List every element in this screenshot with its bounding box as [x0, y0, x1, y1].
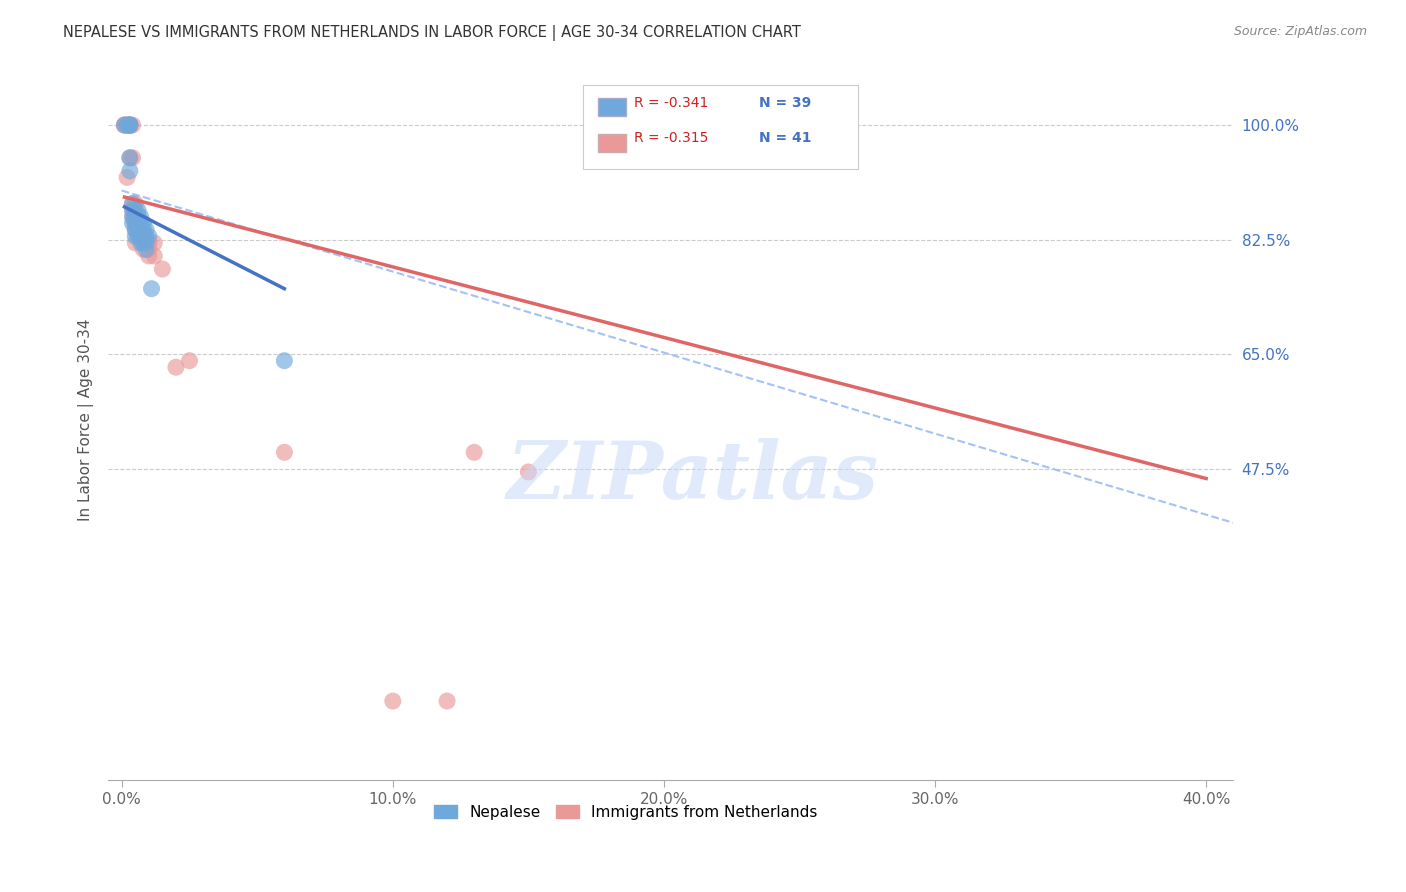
Point [138, 249, 160, 263]
Point [121, 118, 143, 132]
Point [115, 118, 138, 132]
Point [112, 118, 135, 132]
Point [121, 210, 143, 224]
Point [124, 203, 146, 218]
Point [127, 216, 149, 230]
Point [135, 223, 157, 237]
Text: Source: ZipAtlas.com: Source: ZipAtlas.com [1233, 25, 1367, 38]
Text: NEPALESE VS IMMIGRANTS FROM NETHERLANDS IN LABOR FORCE | AGE 30-34 CORRELATION C: NEPALESE VS IMMIGRANTS FROM NETHERLANDS … [63, 25, 801, 41]
Point [124, 210, 146, 224]
Point [112, 118, 135, 132]
Point [132, 223, 155, 237]
Point [124, 210, 146, 224]
Point [436, 694, 458, 708]
Point [127, 223, 149, 237]
Point [141, 282, 163, 296]
Point [112, 118, 135, 132]
Point [118, 118, 141, 132]
Point [138, 229, 160, 244]
Text: ZIPatlas: ZIPatlas [508, 439, 879, 516]
Point [129, 223, 152, 237]
Point [132, 216, 155, 230]
Point [138, 243, 160, 257]
Point [132, 229, 155, 244]
Point [124, 196, 146, 211]
Point [124, 223, 146, 237]
Legend: Nepalese, Immigrants from Netherlands: Nepalese, Immigrants from Netherlands [427, 798, 824, 826]
Point [118, 118, 141, 132]
Point [129, 210, 152, 224]
Point [129, 229, 152, 244]
Point [124, 235, 146, 250]
Point [121, 210, 143, 224]
Point [179, 353, 201, 368]
Point [132, 235, 155, 250]
Point [118, 118, 141, 132]
Point [135, 229, 157, 244]
Point [124, 216, 146, 230]
Text: R = -0.315: R = -0.315 [634, 131, 709, 145]
Point [118, 151, 141, 165]
Point [121, 203, 143, 218]
Point [129, 229, 152, 244]
Point [150, 262, 173, 277]
Point [115, 118, 138, 132]
Point [132, 235, 155, 250]
Point [124, 216, 146, 230]
Point [118, 164, 141, 178]
Point [115, 170, 138, 185]
Point [124, 223, 146, 237]
Point [273, 445, 295, 459]
Point [135, 235, 157, 250]
Point [127, 229, 149, 244]
Point [132, 229, 155, 244]
Point [121, 196, 143, 211]
Text: N = 39: N = 39 [759, 95, 811, 110]
Point [129, 235, 152, 250]
Point [124, 229, 146, 244]
Point [124, 216, 146, 230]
Point [165, 360, 187, 375]
Point [115, 118, 138, 132]
Point [127, 223, 149, 237]
Point [463, 445, 485, 459]
Point [118, 118, 141, 132]
Point [273, 353, 295, 368]
Point [143, 249, 166, 263]
Point [121, 203, 143, 218]
Point [129, 216, 152, 230]
Point [121, 216, 143, 230]
Point [132, 243, 155, 257]
Point [121, 196, 143, 211]
Point [118, 118, 141, 132]
Point [127, 203, 149, 218]
Point [127, 229, 149, 244]
Text: R = -0.341: R = -0.341 [634, 95, 709, 110]
Point [143, 235, 166, 250]
Text: N = 41: N = 41 [759, 131, 811, 145]
Point [118, 118, 141, 132]
Point [138, 235, 160, 250]
Point [129, 223, 152, 237]
Point [127, 210, 149, 224]
Point [127, 210, 149, 224]
Point [118, 151, 141, 165]
Point [517, 465, 540, 479]
Point [138, 235, 160, 250]
Point [132, 229, 155, 244]
Point [135, 243, 157, 257]
Point [381, 694, 404, 708]
Point [121, 151, 143, 165]
Y-axis label: In Labor Force | Age 30-34: In Labor Force | Age 30-34 [79, 318, 94, 521]
